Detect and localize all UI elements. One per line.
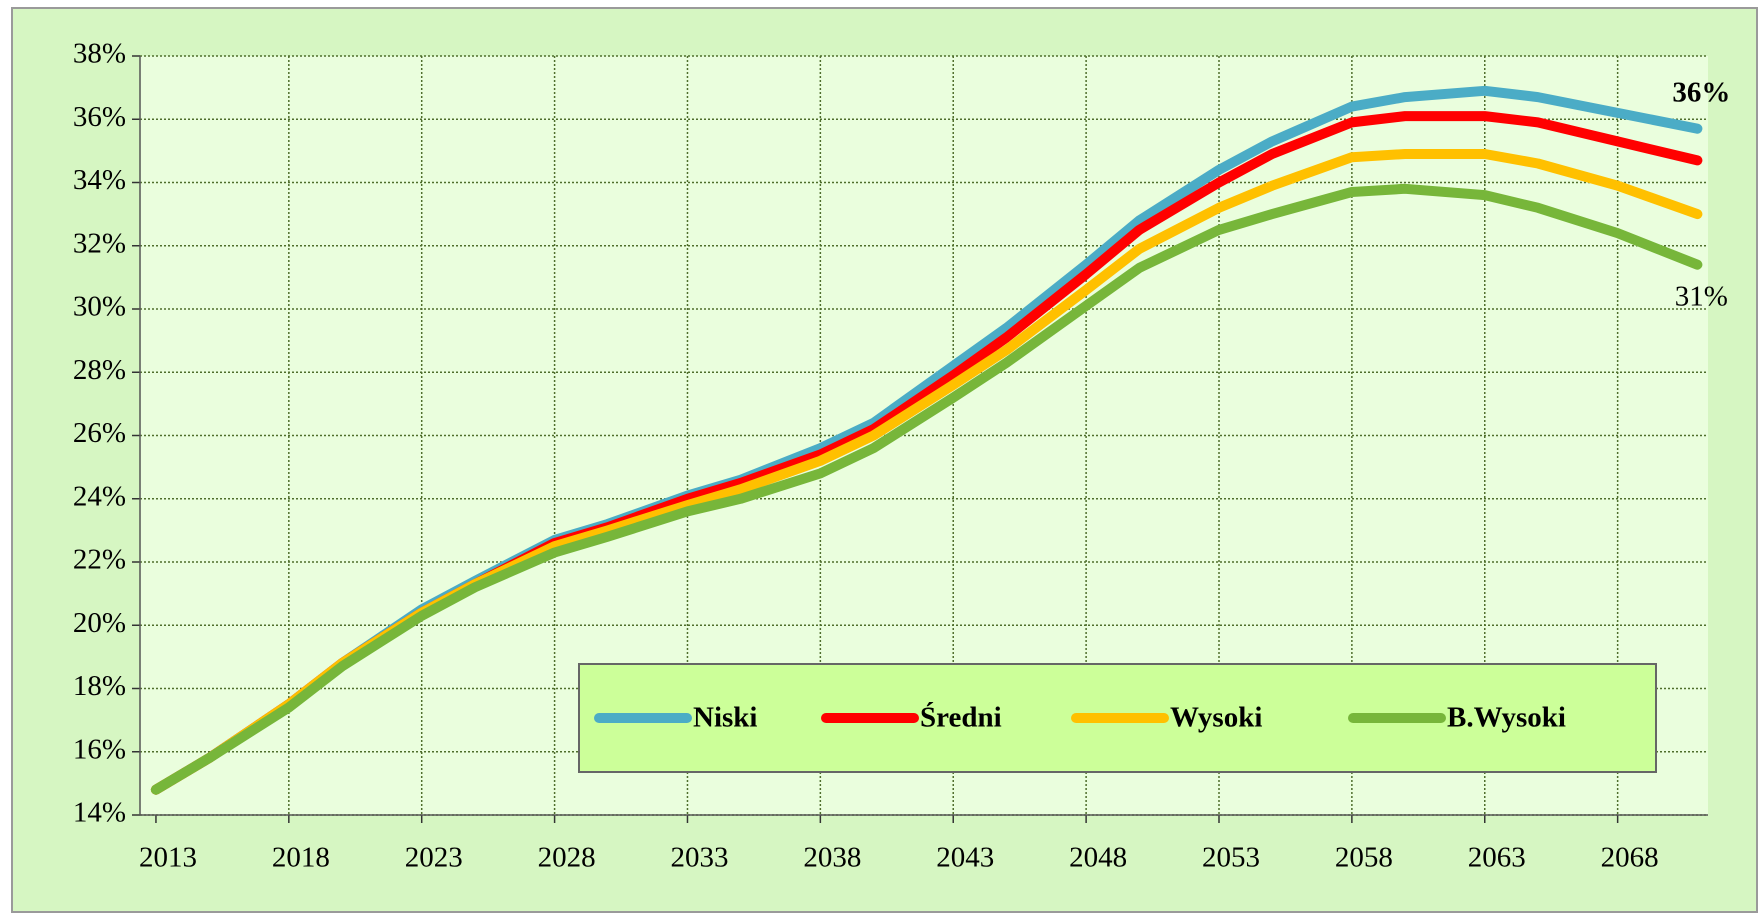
y-tick-label: 36% — [73, 101, 126, 133]
x-tick-label: 2023 — [405, 842, 463, 874]
y-tick-label: 26% — [73, 417, 126, 449]
x-tick-label: 2013 — [139, 842, 197, 874]
annotation: 31% — [1675, 280, 1728, 312]
legend-label: B.Wysoki — [1447, 702, 1566, 734]
legend-label: Wysoki — [1170, 702, 1262, 734]
annotation: 36% — [1672, 76, 1730, 108]
x-tick-label: 2058 — [1335, 842, 1393, 874]
y-tick-label: 38% — [73, 38, 126, 70]
y-tick-label: 28% — [73, 354, 126, 386]
legend-label: Niski — [693, 702, 757, 734]
series-line — [150, 183, 1703, 795]
legend: Niski Średni Wysoki B.Wysoki — [578, 663, 1657, 773]
y-tick-label: 20% — [73, 607, 126, 639]
x-tick-label: 2053 — [1202, 842, 1260, 874]
y-tick-label: 14% — [73, 797, 126, 829]
x-tick-label: 2068 — [1601, 842, 1659, 874]
x-tick-label: 2018 — [272, 842, 330, 874]
x-tick-label: 2028 — [538, 842, 596, 874]
y-tick-label: 16% — [73, 733, 126, 765]
y-tick-label: 34% — [73, 164, 126, 196]
y-tick-label: 30% — [73, 291, 126, 323]
legend-label: Średni — [920, 701, 1002, 734]
y-tick-label: 18% — [73, 670, 126, 702]
x-tick-label: 2063 — [1468, 842, 1526, 874]
y-tick-label: 32% — [73, 227, 126, 259]
x-tick-label: 2033 — [670, 842, 728, 874]
y-tick-label: 22% — [73, 544, 126, 576]
x-tick-label: 2038 — [803, 842, 861, 874]
x-tick-label: 2048 — [1069, 842, 1127, 874]
x-tick-label: 2043 — [936, 842, 994, 874]
y-tick-label: 24% — [73, 480, 126, 512]
